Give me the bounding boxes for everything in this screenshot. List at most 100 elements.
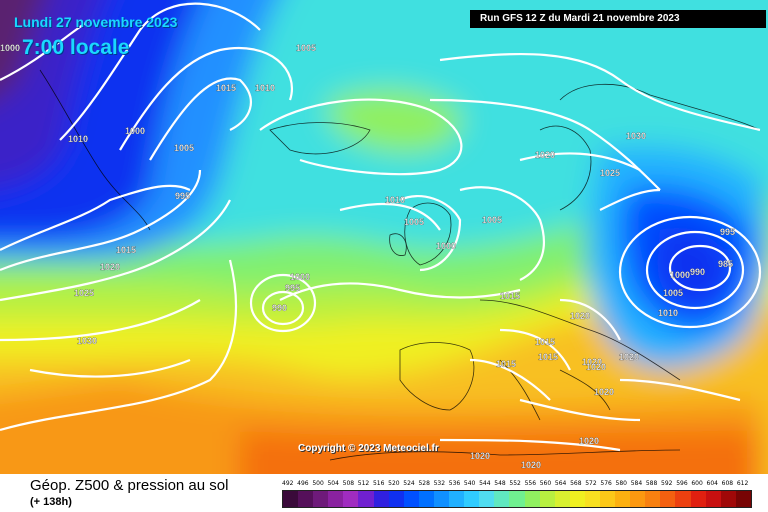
scale-label: 608 <box>721 480 734 487</box>
scale-swatch <box>554 491 570 507</box>
scale-label: 556 <box>524 480 537 487</box>
scale-label: 588 <box>645 480 658 487</box>
isobar-label: 1005 <box>663 288 683 298</box>
model-run-info: Run GFS 12 Z du Mardi 21 novembre 2023 <box>470 10 766 28</box>
isobar-label: 1010 <box>68 134 88 144</box>
scale-swatch <box>479 491 495 507</box>
isobar-label: 1005 <box>482 215 502 225</box>
scale-swatch <box>343 491 359 507</box>
scale-label: 520 <box>388 480 400 487</box>
isobar-label: 1005 <box>296 43 316 53</box>
map-title: Géop. Z500 & pression au sol <box>30 477 229 494</box>
scale-swatch <box>690 491 706 507</box>
scale-swatch <box>675 491 691 507</box>
isobar-label: 1025 <box>74 288 94 298</box>
scale-swatch <box>313 491 329 507</box>
scale-swatch <box>388 491 404 507</box>
scale-label: 532 <box>433 480 446 487</box>
scale-swatch <box>645 491 661 507</box>
scale-swatch <box>328 491 344 507</box>
isobar-label: 985 <box>718 259 733 269</box>
scale-swatch <box>735 491 751 507</box>
isobar-label: 1020 <box>470 451 490 461</box>
scale-label: 540 <box>463 480 476 487</box>
isobar-label: 1030 <box>77 336 97 346</box>
scale-label: 596 <box>676 480 688 487</box>
scale-label: 560 <box>539 480 552 487</box>
isobar-label: 1025 <box>600 168 620 178</box>
scale-label: 548 <box>494 480 506 487</box>
scale-label: 600 <box>691 480 703 487</box>
scale-swatch <box>418 491 434 507</box>
scale-swatch <box>615 491 631 507</box>
copyright-text: Copyright © 2023 Meteociel.fr <box>298 443 439 454</box>
isobar-label: 1010 <box>255 83 275 93</box>
scale-label: 572 <box>585 480 597 487</box>
isobar-label: 1020 <box>579 436 599 446</box>
isobar-label: 1015 <box>496 359 516 369</box>
isobar-label: 1030 <box>626 131 646 141</box>
isobar-label: 1000 <box>670 270 690 280</box>
isobar-lines <box>0 2 762 452</box>
scale-swatch <box>449 491 465 507</box>
forecast-time: 7:00 locale <box>22 36 130 59</box>
isobar-label: 995 <box>720 227 735 237</box>
scale-label: 580 <box>615 480 627 487</box>
scale-label: 612 <box>736 480 749 487</box>
scale-label: 508 <box>342 480 355 487</box>
scale-label: 544 <box>479 480 491 487</box>
isobar-label: 990 <box>272 303 287 313</box>
isobar-label: 990 <box>690 267 705 277</box>
isobar-label: 1000 <box>436 241 456 251</box>
isobar-label: 1020 <box>570 311 590 321</box>
scale-label: 528 <box>418 480 430 487</box>
scale-swatch <box>509 491 525 507</box>
scale-label: 584 <box>630 480 643 487</box>
scale-swatch <box>358 491 374 507</box>
scale-swatch <box>539 491 555 507</box>
scale-label: 552 <box>509 480 521 487</box>
isobar-label: 1020 <box>582 357 602 367</box>
isobar-label: 1020 <box>619 352 639 362</box>
isobar-label: 1015 <box>116 245 136 255</box>
scale-label: 504 <box>327 480 339 487</box>
scale-swatch <box>660 491 676 507</box>
isobar-label: 1020 <box>521 460 541 470</box>
forecast-hour: (+ 138h) <box>30 496 72 508</box>
isobar-label: 1015 <box>216 83 236 93</box>
scale-label: 576 <box>600 480 612 487</box>
isobar-label: 1020 <box>100 262 120 272</box>
color-scale-labels: 492 496 500 504 508 512 516 520 524 528 532 536 540 5… <box>282 480 752 488</box>
scale-label: 568 <box>570 480 582 487</box>
scale-swatch <box>599 491 616 507</box>
coastlines <box>39 69 761 461</box>
scale-swatch <box>705 491 721 507</box>
isobar-label: 1000 <box>0 43 20 53</box>
isobar-label: 1015 <box>500 291 520 301</box>
scale-label: 604 <box>706 480 718 487</box>
forecast-date: Lundi 27 novembre 2023 <box>14 14 178 30</box>
isobar-label: 1020 <box>535 150 555 160</box>
scale-swatch <box>403 491 419 507</box>
scale-swatch <box>464 491 480 507</box>
isobar-label: 995 <box>175 191 190 201</box>
scale-swatch <box>283 491 299 507</box>
scale-label: 592 <box>661 480 673 487</box>
scale-label: 500 <box>312 480 324 487</box>
scale-label: 496 <box>297 480 309 487</box>
scale-swatch <box>433 491 450 507</box>
scale-label: 564 <box>554 480 567 487</box>
isobar-label: 1020 <box>586 362 606 372</box>
isobar-label: 1005 <box>404 217 424 227</box>
z500-color-field <box>0 0 768 474</box>
scale-swatch <box>298 491 314 507</box>
isobar-label: 1005 <box>174 143 194 153</box>
legend-footer: Géop. Z500 & pression au sol (+ 138h) 49… <box>0 474 768 512</box>
isobar-label: 1020 <box>594 387 614 397</box>
scale-swatch <box>524 491 540 507</box>
scale-swatch <box>584 491 600 507</box>
scale-swatch <box>373 491 389 507</box>
scale-swatch <box>569 491 585 507</box>
